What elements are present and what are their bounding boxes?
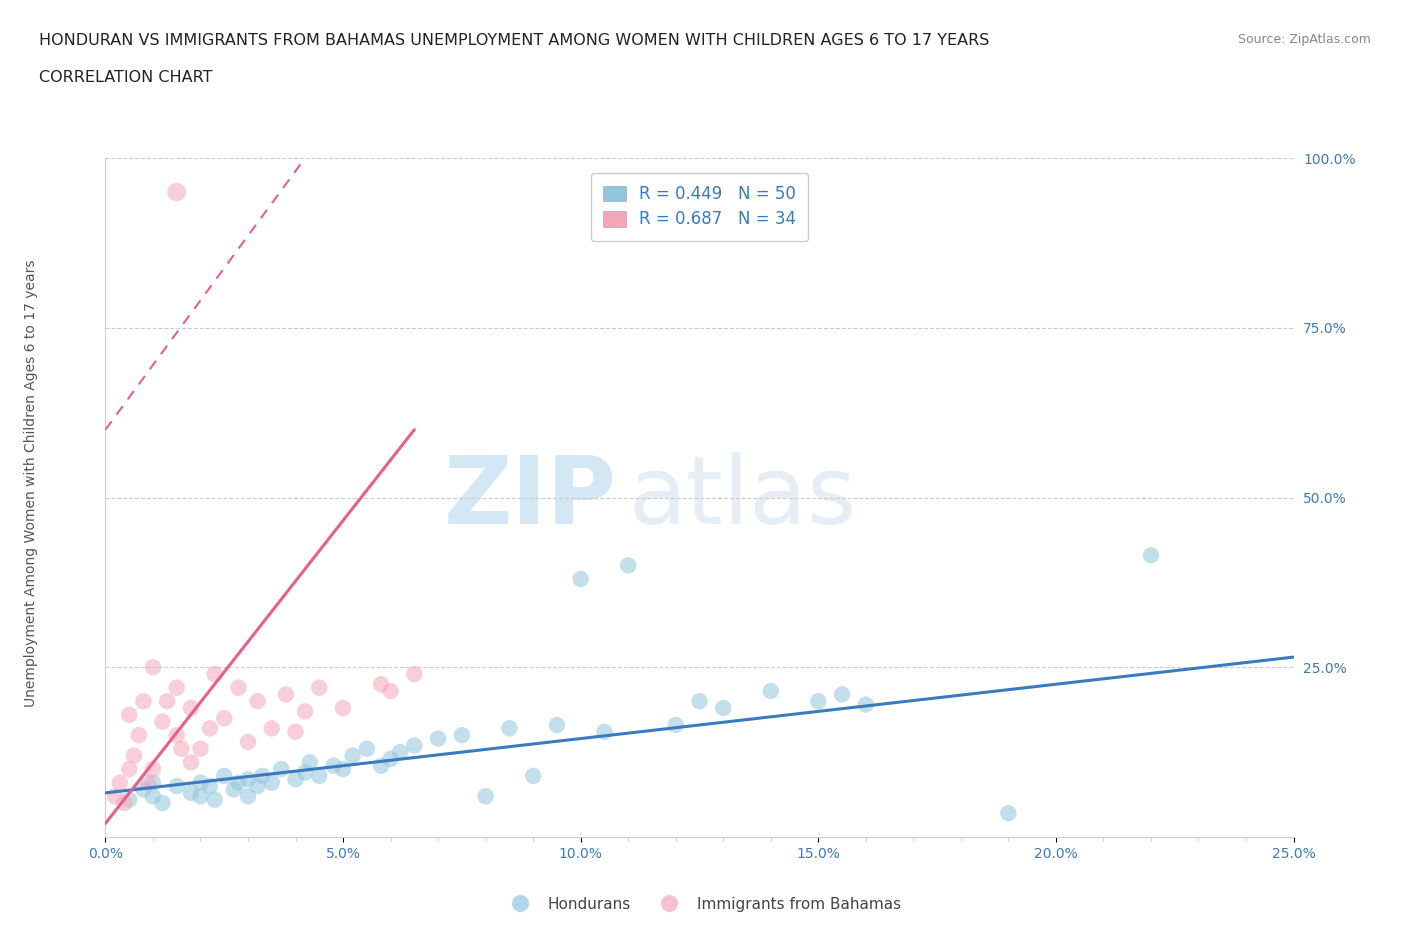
Point xyxy=(132,782,155,797)
Point xyxy=(236,789,259,804)
Point xyxy=(222,782,245,797)
Point xyxy=(404,737,426,752)
Point xyxy=(142,789,165,804)
Point xyxy=(246,694,269,709)
Point xyxy=(252,768,274,783)
Point xyxy=(342,748,364,763)
Point xyxy=(152,714,174,729)
Point xyxy=(236,735,259,750)
Point xyxy=(370,758,392,773)
Point xyxy=(166,185,188,200)
Point xyxy=(180,755,202,770)
Point xyxy=(308,680,330,695)
Point xyxy=(142,762,165,777)
Point xyxy=(118,792,141,807)
Point xyxy=(198,778,221,793)
Point xyxy=(228,680,250,695)
Point xyxy=(308,768,330,783)
Point xyxy=(260,776,283,790)
Point xyxy=(142,660,165,675)
Point xyxy=(246,778,269,793)
Point xyxy=(152,796,174,811)
Point xyxy=(711,700,734,715)
Point xyxy=(593,724,616,739)
Point xyxy=(166,778,188,793)
Point xyxy=(136,776,159,790)
Point xyxy=(122,748,145,763)
Legend: Hondurans, Immigrants from Bahamas: Hondurans, Immigrants from Bahamas xyxy=(499,891,907,918)
Text: ZIP: ZIP xyxy=(443,452,616,543)
Point xyxy=(284,772,307,787)
Point xyxy=(370,677,392,692)
Point xyxy=(389,745,412,760)
Text: HONDURAN VS IMMIGRANTS FROM BAHAMAS UNEMPLOYMENT AMONG WOMEN WITH CHILDREN AGES : HONDURAN VS IMMIGRANTS FROM BAHAMAS UNEM… xyxy=(39,33,990,47)
Point xyxy=(198,721,221,736)
Point xyxy=(214,768,236,783)
Point xyxy=(114,796,136,811)
Point xyxy=(236,772,259,787)
Point xyxy=(284,724,307,739)
Point xyxy=(118,762,141,777)
Point xyxy=(204,792,226,807)
Point xyxy=(294,704,316,719)
Point xyxy=(404,667,426,682)
Point xyxy=(190,789,212,804)
Point xyxy=(294,765,316,780)
Point xyxy=(380,751,402,766)
Point xyxy=(156,694,179,709)
Point xyxy=(118,708,141,723)
Point xyxy=(204,667,226,682)
Point xyxy=(831,687,853,702)
Point xyxy=(260,721,283,736)
Point xyxy=(142,776,165,790)
Point xyxy=(166,680,188,695)
Legend: R = 0.449   N = 50, R = 0.687   N = 34: R = 0.449 N = 50, R = 0.687 N = 34 xyxy=(591,173,808,241)
Point xyxy=(128,727,150,742)
Point xyxy=(332,700,354,715)
Point xyxy=(298,755,321,770)
Text: atlas: atlas xyxy=(628,452,856,543)
Point xyxy=(617,558,640,573)
Point xyxy=(689,694,711,709)
Point xyxy=(997,805,1019,820)
Point xyxy=(427,731,450,746)
Point xyxy=(807,694,830,709)
Point xyxy=(332,762,354,777)
Point xyxy=(214,711,236,725)
Text: Unemployment Among Women with Children Ages 6 to 17 years: Unemployment Among Women with Children A… xyxy=(24,259,38,708)
Point xyxy=(104,789,127,804)
Point xyxy=(450,727,472,742)
Point xyxy=(132,694,155,709)
Point xyxy=(665,718,688,733)
Point xyxy=(274,687,297,702)
Point xyxy=(546,718,568,733)
Point xyxy=(474,789,496,804)
Point xyxy=(759,684,782,698)
Point xyxy=(180,786,202,801)
Point xyxy=(108,776,131,790)
Point xyxy=(356,741,378,756)
Point xyxy=(180,700,202,715)
Point xyxy=(190,776,212,790)
Text: CORRELATION CHART: CORRELATION CHART xyxy=(39,70,212,85)
Point xyxy=(166,727,188,742)
Point xyxy=(1140,548,1163,563)
Point xyxy=(270,762,292,777)
Point xyxy=(855,698,877,712)
Point xyxy=(380,684,402,698)
Point xyxy=(569,572,592,587)
Point xyxy=(170,741,193,756)
Point xyxy=(522,768,544,783)
Point xyxy=(190,741,212,756)
Point xyxy=(228,776,250,790)
Point xyxy=(322,758,344,773)
Point xyxy=(498,721,520,736)
Text: Source: ZipAtlas.com: Source: ZipAtlas.com xyxy=(1237,33,1371,46)
